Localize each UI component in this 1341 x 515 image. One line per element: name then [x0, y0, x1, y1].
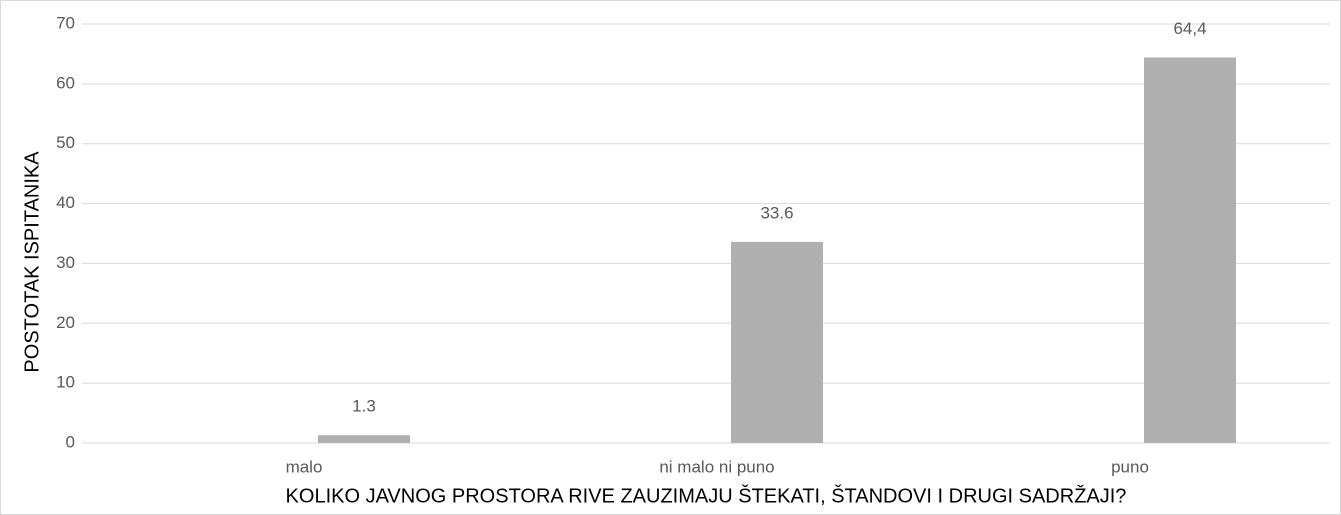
y-tick-label: 70 — [56, 13, 75, 32]
data-label: 1.3 — [352, 397, 376, 416]
bar — [731, 241, 823, 443]
bar — [318, 435, 410, 443]
y-tick-label: 40 — [56, 193, 75, 212]
y-axis-title: POSTOTAK ISPITANIKA — [21, 151, 43, 373]
y-tick-label: 0 — [66, 432, 75, 451]
x-tick-label: ni malo ni puno — [659, 457, 774, 476]
y-tick-label: 50 — [56, 133, 75, 152]
data-label: 64,4 — [1173, 19, 1206, 38]
x-tick-label: puno — [1111, 457, 1149, 476]
y-tick-label: 10 — [56, 373, 75, 392]
x-axis-title: KOLIKO JAVNOG PROSTORA RIVE ZAUZIMAJU ŠT… — [286, 484, 1127, 507]
y-tick-label: 60 — [56, 73, 75, 92]
y-tick-label: 20 — [56, 313, 75, 332]
y-tick-label: 30 — [56, 253, 75, 272]
data-label: 33.6 — [760, 203, 793, 222]
x-tick-label: malo — [286, 457, 323, 476]
bar — [1144, 57, 1236, 444]
